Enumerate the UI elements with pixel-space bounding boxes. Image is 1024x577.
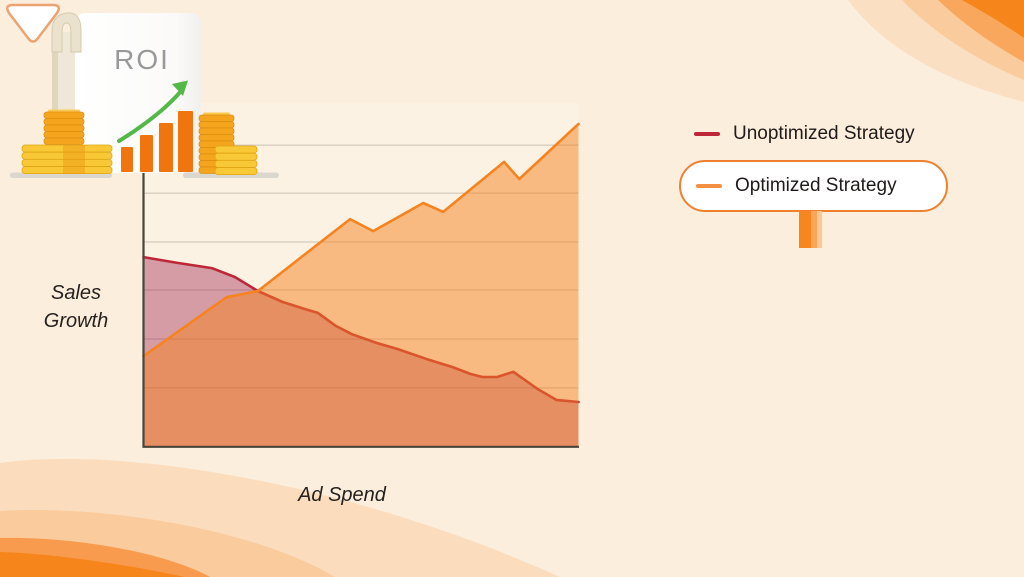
down-arrow-head (5, 3, 61, 43)
roi-bar-3 (159, 123, 173, 172)
unoptimized-dash-icon (694, 132, 720, 136)
scroll-curl (51, 12, 82, 53)
roi-bar-chart (117, 80, 193, 172)
roi-bar-2 (140, 135, 153, 172)
scroll-back-shade (52, 32, 58, 158)
roi-bar-4 (178, 111, 193, 172)
legend-label-unoptimized: Unoptimized Strategy (733, 123, 915, 144)
optimized-dash-icon (696, 184, 722, 188)
optimized-area (143, 123, 579, 447)
legend-item-unoptimized: Unoptimized Strategy (694, 123, 915, 144)
x-axis-label: Ad Spend (298, 484, 386, 506)
legend-label-optimized: Optimized Strategy (735, 175, 897, 196)
swoosh-band-bright (0, 552, 185, 577)
growth-arrow-tip (172, 80, 188, 96)
growth-arrow-curve (117, 89, 183, 143)
top-right-swoosh (848, 0, 1024, 102)
down-arrow-icon (5, 3, 61, 43)
legend-item-optimized: Optimized Strategy (679, 160, 948, 212)
series-1 (142, 122, 580, 447)
down-arrow-stem (799, 211, 822, 248)
coin-stack-right (198, 112, 258, 175)
roi-illustration: ROI (10, 12, 279, 178)
bottom-left-swoosh (0, 458, 560, 577)
chart-axes (142, 103, 579, 448)
optimized-line (142, 122, 580, 358)
roi-bar-1 (121, 147, 133, 172)
swoosh-band-bright (962, 0, 1024, 38)
coin-stack-left (21, 109, 113, 174)
y-axis-label: Sales Growth (43, 282, 109, 332)
roi-label: ROI (114, 44, 170, 75)
